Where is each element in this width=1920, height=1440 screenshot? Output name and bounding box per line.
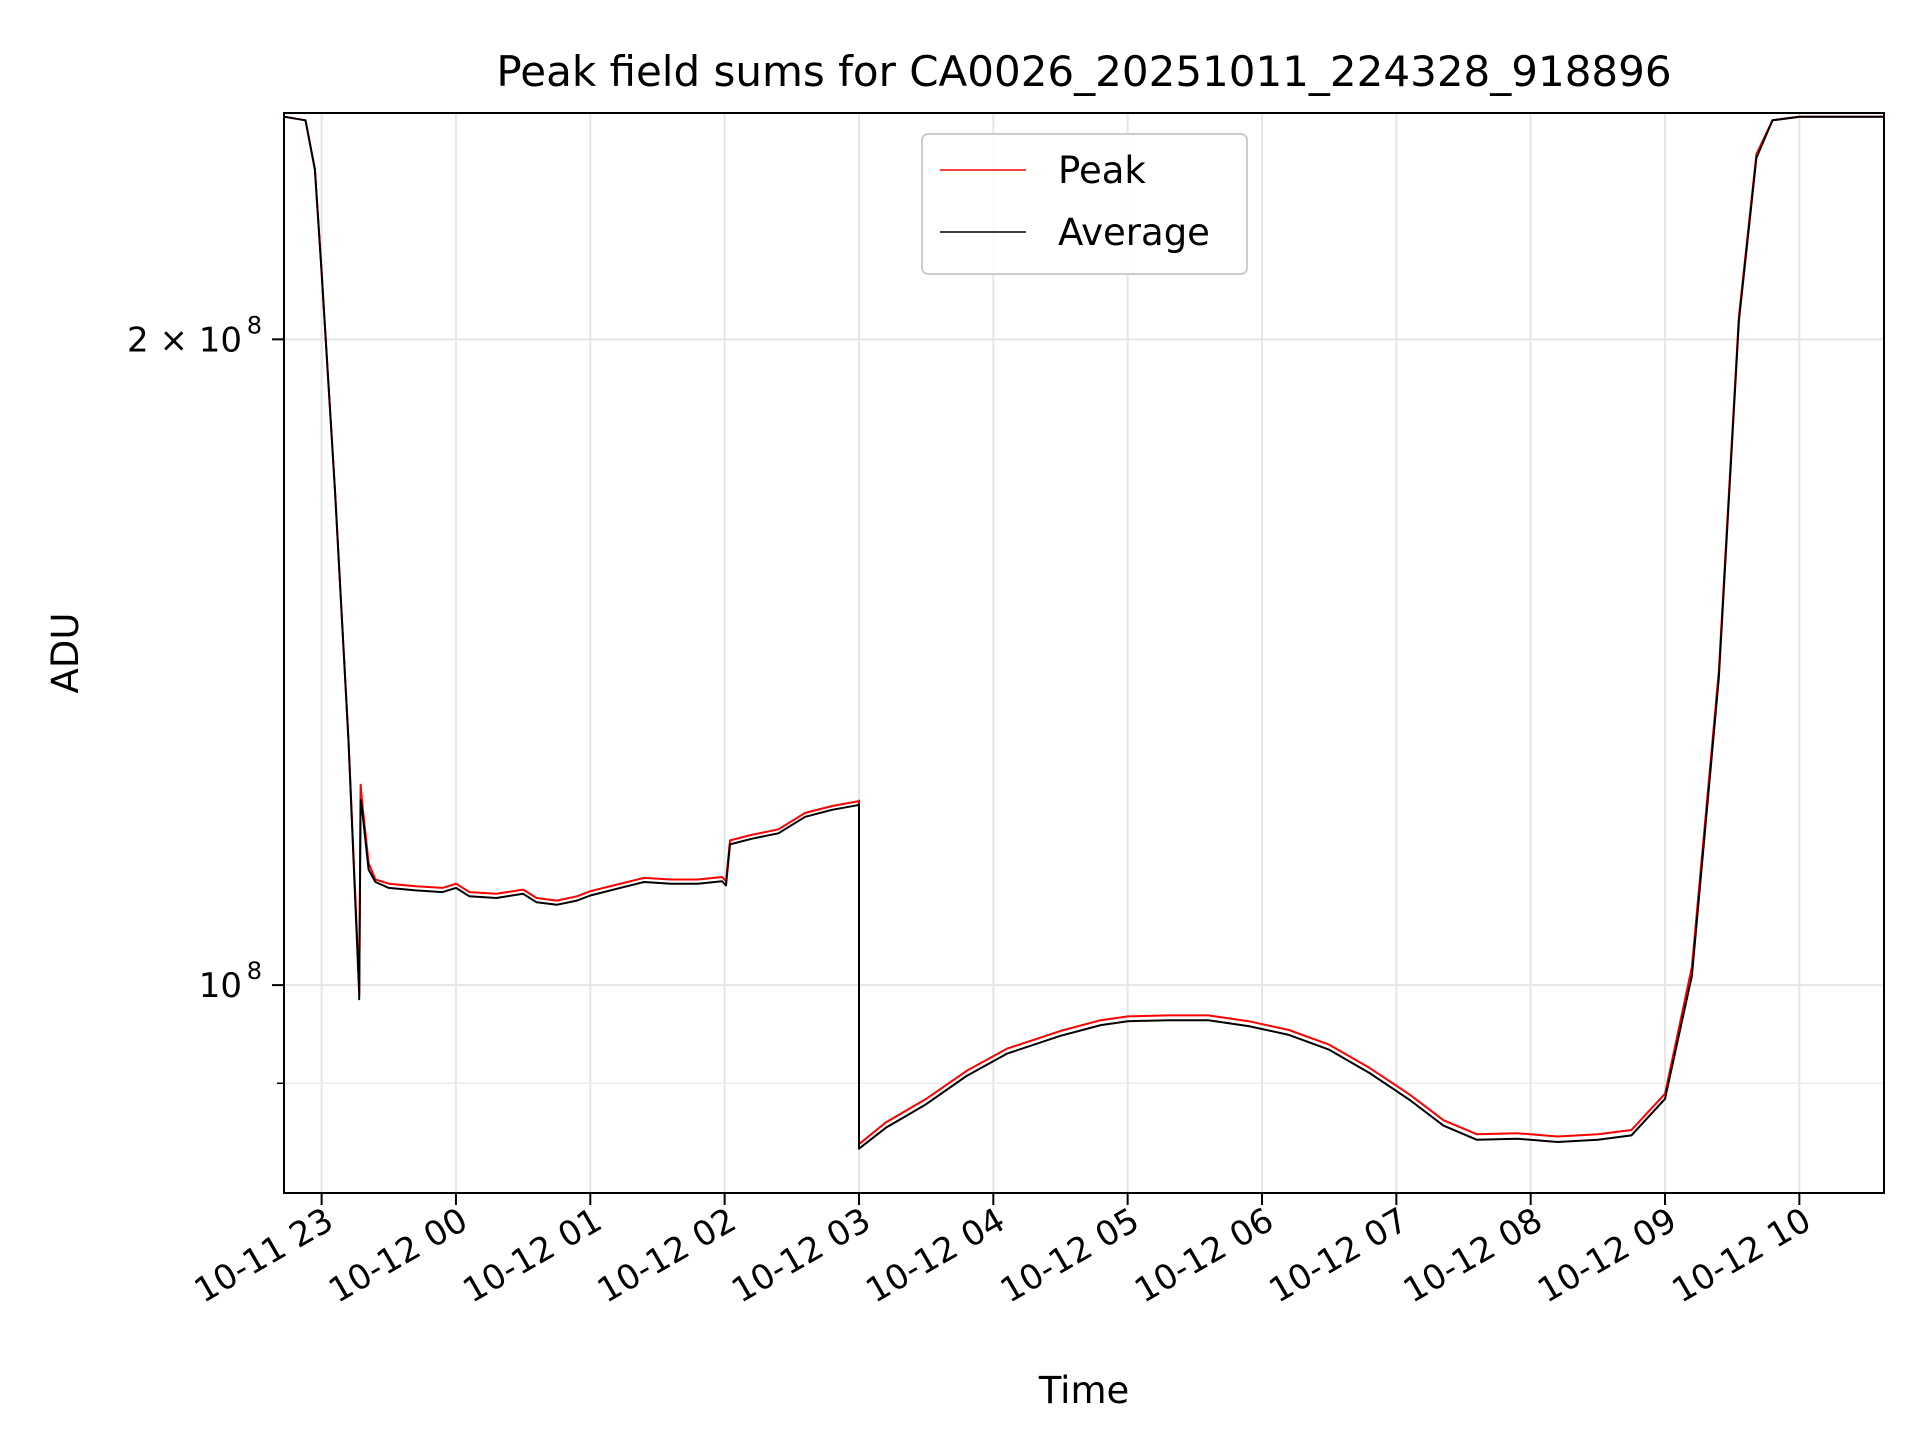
axes-frame — [283, 112, 1885, 1194]
chart-title: Peak field sums for CA0026_20251011_2243… — [496, 47, 1671, 96]
y-tick-label-exponent: 8 — [247, 957, 262, 985]
y-tick-label-exponent: 8 — [247, 311, 262, 339]
legend-average-label: Average — [1058, 211, 1210, 254]
grid — [284, 113, 1884, 1193]
y-tick-label: 10 8 — [199, 957, 262, 1006]
series-line-peak — [283, 115, 1884, 1146]
y-tick-label-base: 10 — [199, 966, 242, 1006]
y-tick-label: 2 × 10 8 — [127, 311, 262, 360]
series-line-average — [283, 115, 1884, 1150]
legend-peak-label: Peak — [1058, 149, 1146, 192]
series-layer — [283, 115, 1884, 1150]
x-axis-label: Time — [1038, 1369, 1130, 1412]
legend-box — [921, 133, 1248, 275]
y-axis-label: ADU — [44, 613, 87, 694]
y-tick-label-base: 2 × 10 — [127, 320, 242, 360]
legend: Peak Average — [921, 133, 1248, 275]
